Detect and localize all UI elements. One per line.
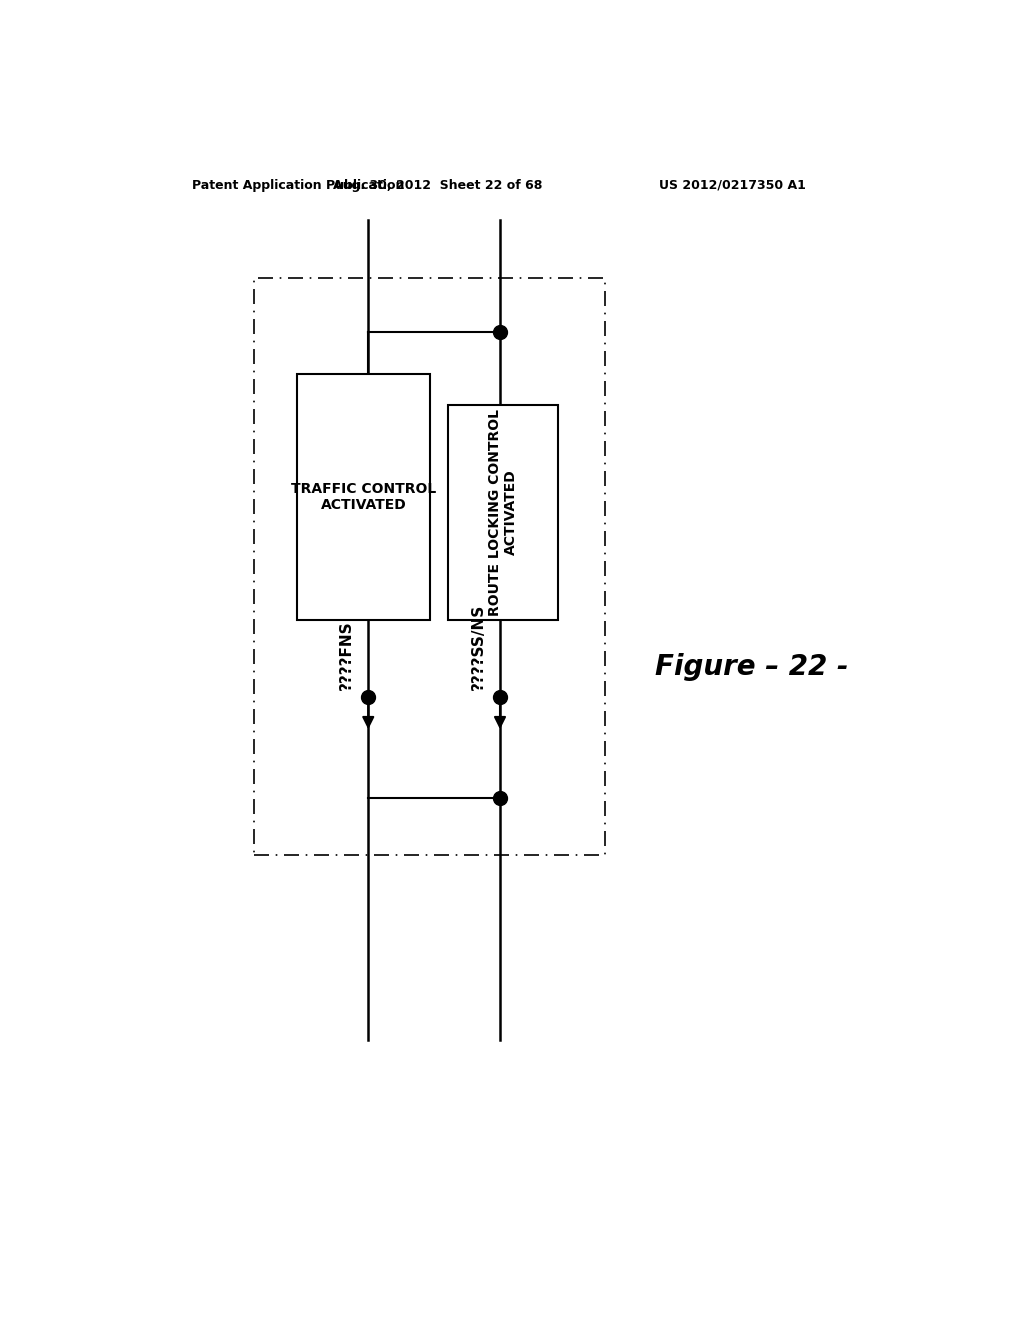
Bar [449,405,558,620]
Text: Figure – 22 -: Figure – 22 - [655,652,848,681]
Text: TRAFFIC CONTROL
ACTIVATED: TRAFFIC CONTROL ACTIVATED [291,482,436,512]
Bar [254,277,604,855]
Bar [297,374,430,620]
Text: ????SS/NS: ????SS/NS [471,603,486,689]
Text: Aug. 30, 2012  Sheet 22 of 68: Aug. 30, 2012 Sheet 22 of 68 [334,178,543,191]
Text: ????FNS: ????FNS [339,620,354,689]
Text: US 2012/0217350 A1: US 2012/0217350 A1 [659,178,806,191]
Text: Patent Application Publication: Patent Application Publication [191,178,403,191]
Text: ROUTE LOCKING CONTROL
ACTIVATED: ROUTE LOCKING CONTROL ACTIVATED [488,409,518,616]
